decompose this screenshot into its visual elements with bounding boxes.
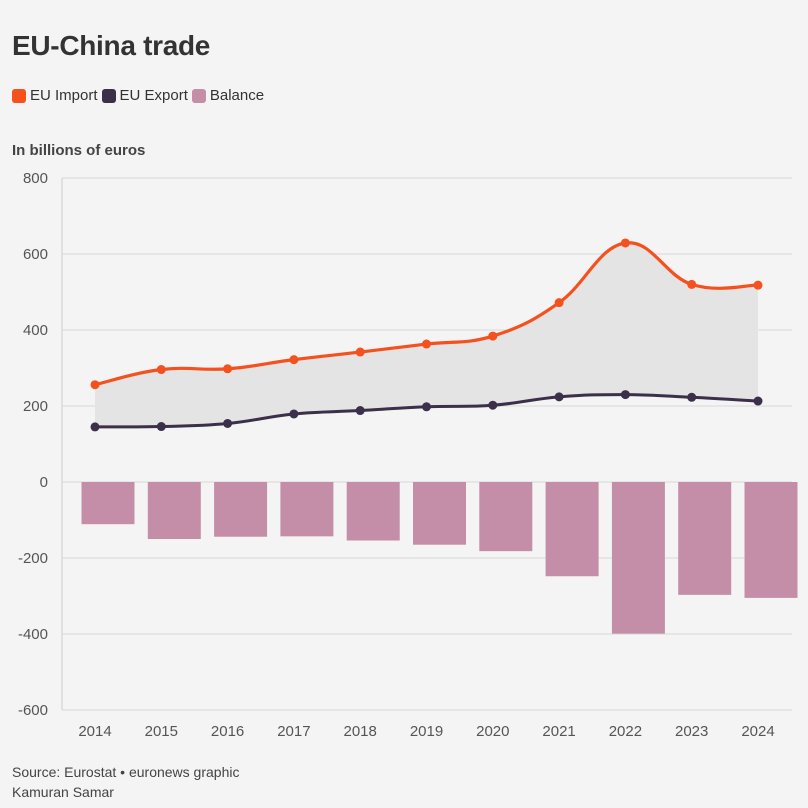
export-point xyxy=(156,422,166,432)
balance-bar xyxy=(678,482,732,595)
import-point xyxy=(223,364,233,374)
x-tick-label: 2022 xyxy=(609,723,642,740)
balance-bar xyxy=(611,482,665,634)
balance-bar xyxy=(147,482,201,539)
balance-bar xyxy=(346,482,400,541)
balance-bar xyxy=(413,482,466,545)
source-note: Source: Eurostat • euronews graphic xyxy=(12,764,240,780)
export-point xyxy=(554,392,564,402)
legend-item-balance: Balance xyxy=(191,87,265,104)
trade-gap-area xyxy=(95,242,758,427)
x-tick-label: 2021 xyxy=(542,723,575,740)
legend-item-export: EU Export xyxy=(101,87,188,104)
balance-bar xyxy=(545,482,599,577)
import-point xyxy=(355,347,365,357)
import-point xyxy=(554,298,564,308)
x-tick-label: 2016 xyxy=(211,723,244,740)
import-point xyxy=(156,365,166,375)
import-point xyxy=(90,380,100,390)
legend: EU Import EU Export Balance xyxy=(12,87,268,104)
legend-label-import: EU Import xyxy=(30,87,98,104)
y-tick-label: -200 xyxy=(18,550,48,567)
y-tick-label: 200 xyxy=(23,398,48,415)
y-tick-label: -600 xyxy=(18,702,48,719)
export-point xyxy=(289,409,299,419)
x-tick-label: 2024 xyxy=(741,723,774,740)
x-tick-label: 2019 xyxy=(410,723,443,740)
legend-item-import: EU Import xyxy=(12,87,98,104)
y-tick-label: 0 xyxy=(40,474,48,491)
import-point xyxy=(488,331,498,341)
balance-bar xyxy=(280,482,334,537)
y-tick-label: 400 xyxy=(23,322,48,339)
export-point xyxy=(223,418,233,428)
import-point xyxy=(620,238,630,248)
x-tick-label: 2015 xyxy=(145,723,178,740)
export-point xyxy=(687,392,697,402)
legend-swatch-import xyxy=(12,88,26,103)
balance-bar xyxy=(214,482,268,537)
x-tick-label: 2018 xyxy=(344,723,377,740)
x-tick-label: 2020 xyxy=(476,723,509,740)
balance-bar xyxy=(479,482,533,552)
x-tick-label: 2017 xyxy=(277,723,310,740)
balance-bar xyxy=(744,482,798,598)
y-axis-unit-label: In billions of euros xyxy=(12,142,146,159)
import-point xyxy=(422,339,431,349)
legend-swatch-balance xyxy=(191,88,206,103)
legend-swatch-export xyxy=(101,88,116,103)
export-point xyxy=(753,396,763,406)
import-point xyxy=(687,279,697,289)
balance-bar xyxy=(81,482,135,525)
import-point xyxy=(753,280,763,290)
import-point xyxy=(289,355,299,365)
x-tick-label: 2014 xyxy=(78,723,111,740)
x-tick-label: 2023 xyxy=(675,723,708,740)
export-point xyxy=(355,406,365,416)
y-tick-label: -400 xyxy=(18,626,48,643)
export-point xyxy=(422,402,431,412)
export-point xyxy=(90,422,100,432)
y-tick-label: 600 xyxy=(23,246,48,263)
legend-label-export: EU Export xyxy=(119,87,188,104)
export-point xyxy=(488,400,498,410)
legend-label-balance: Balance xyxy=(209,87,265,104)
footer: Source: Eurostat • euronews graphic Kamu… xyxy=(12,762,239,802)
y-tick-label: 800 xyxy=(23,170,48,187)
author-credit: Kamuran Samar xyxy=(12,784,114,800)
chart-title: EU-China trade xyxy=(12,30,211,61)
export-point xyxy=(620,390,630,400)
